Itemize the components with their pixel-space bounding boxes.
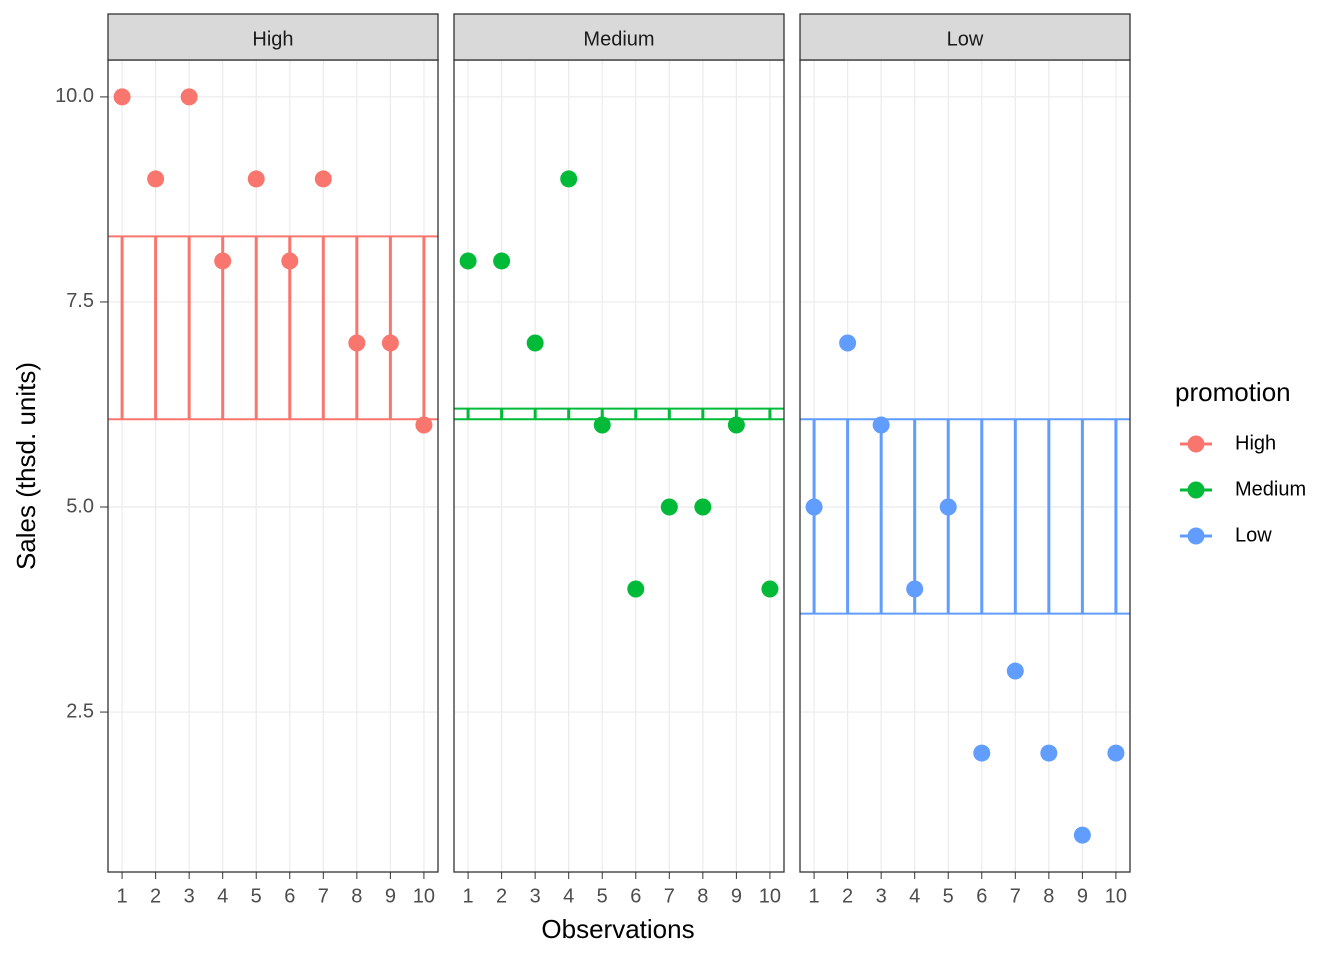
x-tick-label: 10 — [1105, 885, 1127, 907]
x-tick-label: 10 — [413, 885, 435, 907]
x-tick-label: 3 — [530, 885, 541, 907]
point — [906, 580, 924, 598]
strip-label: Medium — [583, 28, 654, 50]
x-tick-label: 2 — [496, 885, 507, 907]
point — [214, 252, 232, 270]
point — [459, 252, 477, 270]
point — [113, 88, 131, 106]
x-tick-label: 6 — [284, 885, 295, 907]
point — [627, 580, 645, 598]
legend-label: Medium — [1235, 478, 1306, 500]
x-tick-label: 9 — [731, 885, 742, 907]
point — [348, 334, 366, 352]
y-tick-label: 2.5 — [66, 700, 94, 722]
point — [526, 334, 544, 352]
x-tick-label: 5 — [943, 885, 954, 907]
point — [1006, 662, 1024, 680]
x-tick-label: 2 — [150, 885, 161, 907]
x-tick-label: 10 — [759, 885, 781, 907]
x-tick-label: 2 — [842, 885, 853, 907]
point — [1107, 744, 1125, 762]
point — [939, 498, 957, 516]
point — [839, 334, 857, 352]
x-tick-label: 9 — [385, 885, 396, 907]
legend-label: Low — [1235, 524, 1272, 546]
point — [805, 498, 823, 516]
point — [415, 416, 433, 434]
x-tick-label: 6 — [630, 885, 641, 907]
x-tick-label: 8 — [697, 885, 708, 907]
strip-label: Low — [947, 28, 984, 50]
y-tick-label: 7.5 — [66, 290, 94, 312]
point — [973, 744, 991, 762]
point — [727, 416, 745, 434]
point — [1040, 744, 1058, 762]
panel-background — [800, 60, 1130, 872]
x-tick-label: 7 — [664, 885, 675, 907]
x-tick-label: 5 — [251, 885, 262, 907]
x-tick-label: 1 — [463, 885, 474, 907]
legend-label: High — [1235, 432, 1276, 454]
point — [593, 416, 611, 434]
panel-background — [108, 60, 438, 872]
y-axis-title: Sales (thsd. units) — [11, 362, 41, 570]
point — [247, 170, 265, 188]
y-tick-label: 5.0 — [66, 495, 94, 517]
point — [314, 170, 332, 188]
x-tick-label: 7 — [318, 885, 329, 907]
y-tick-label: 10.0 — [55, 85, 94, 107]
x-tick-label: 6 — [976, 885, 987, 907]
strip — [453, 13, 785, 61]
strip-label: High — [252, 28, 293, 50]
legend-key-point — [1187, 435, 1205, 453]
legend-key-point — [1187, 481, 1205, 499]
point — [180, 88, 198, 106]
point — [493, 252, 511, 270]
x-tick-label: 9 — [1077, 885, 1088, 907]
panel-background — [454, 60, 784, 872]
strip — [799, 13, 1131, 61]
point — [381, 334, 399, 352]
x-tick-label: 3 — [184, 885, 195, 907]
point — [660, 498, 678, 516]
point — [1073, 826, 1091, 844]
legend-key-point — [1187, 527, 1205, 545]
x-tick-label: 7 — [1010, 885, 1021, 907]
point — [560, 170, 578, 188]
strip — [107, 13, 439, 61]
x-tick-label: 4 — [563, 885, 574, 907]
x-tick-label: 8 — [1043, 885, 1054, 907]
x-tick-label: 3 — [876, 885, 887, 907]
x-tick-label: 5 — [597, 885, 608, 907]
x-axis-title: Observations — [541, 914, 694, 944]
x-tick-label: 4 — [909, 885, 920, 907]
point — [694, 498, 712, 516]
point — [761, 580, 779, 598]
point — [281, 252, 299, 270]
point — [872, 416, 890, 434]
x-tick-label: 1 — [117, 885, 128, 907]
x-tick-label: 4 — [217, 885, 228, 907]
x-tick-label: 8 — [351, 885, 362, 907]
point — [147, 170, 165, 188]
x-tick-label: 1 — [809, 885, 820, 907]
legend-title: promotion — [1175, 377, 1291, 407]
